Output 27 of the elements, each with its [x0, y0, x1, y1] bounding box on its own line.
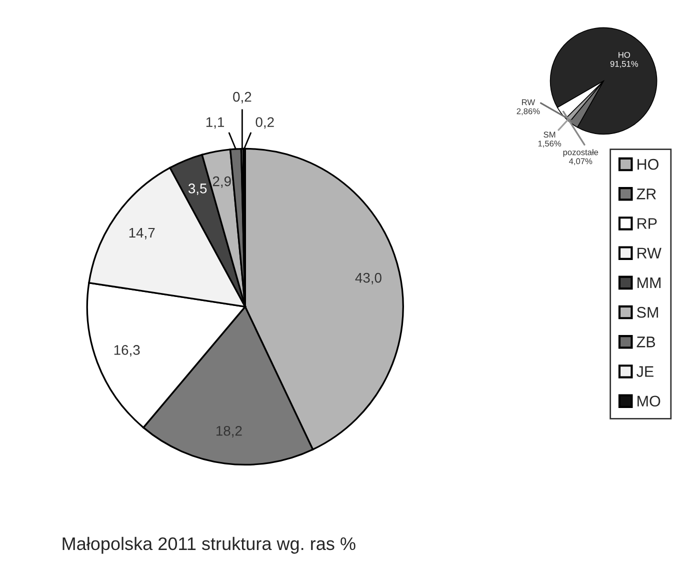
data-label: 1,56%: [538, 140, 562, 148]
slice-label: RW: [522, 99, 536, 106]
data-label: 0,2: [256, 117, 274, 129]
data-label: 4,07%: [569, 158, 592, 166]
data-label: 0,2: [233, 92, 252, 104]
legend-label: JE: [636, 366, 654, 377]
data-label: 16,3: [114, 345, 140, 357]
data-label: 43,0: [355, 272, 382, 284]
text: Małopolska 2011 struktura wg. ras %: [62, 536, 356, 554]
data-label: 91,51%: [610, 60, 638, 68]
data-label: 2,9: [212, 176, 231, 188]
legend-label: RP: [638, 218, 657, 229]
data-label: 3,5: [188, 184, 207, 195]
legend-label: ZR: [636, 188, 656, 200]
data-label: 2,86%: [516, 108, 540, 116]
legend-label: MM: [638, 277, 660, 288]
legend-label: MO: [638, 396, 660, 407]
slice-label: SM: [544, 132, 556, 138]
slice-label: pozostałe: [563, 149, 598, 157]
legend-label: RW: [638, 248, 662, 258]
slice-label: HO: [618, 52, 630, 58]
legend-label: SM: [636, 306, 658, 318]
data-label: 1,1: [206, 117, 224, 129]
data-label: 18,2: [216, 426, 242, 438]
data-label: 14,7: [129, 228, 155, 240]
legend-label: HO: [638, 158, 658, 170]
legend-label: ZB: [636, 336, 656, 348]
